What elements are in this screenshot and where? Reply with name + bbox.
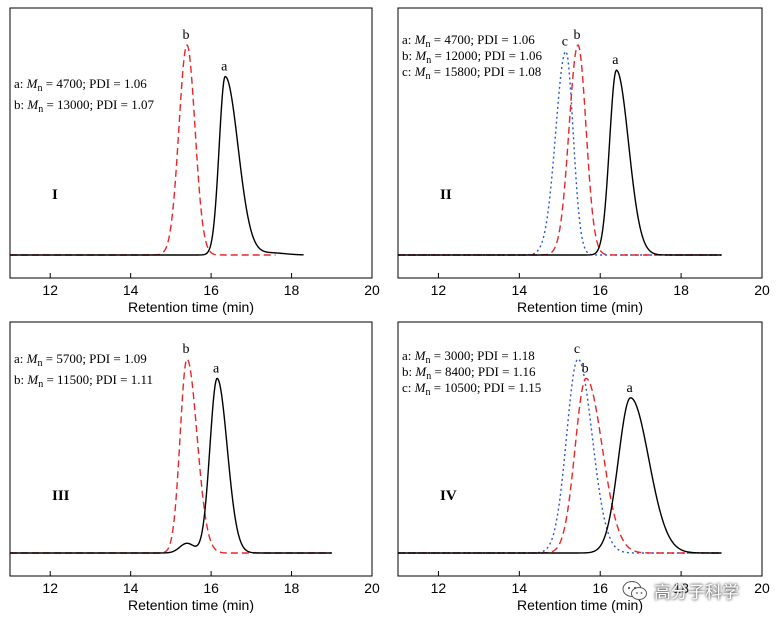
wechat-icon — [622, 580, 647, 600]
x-tick-label: 18 — [284, 282, 300, 298]
legend-entry-b: b: Mn = 11500; PDI = 1.11 — [14, 372, 153, 390]
panel-II: 12 14 16 18 20 Retention time (min) II c b a a: Mn… — [397, 7, 770, 315]
legend-entry-b: b: Mn = 8400; PDI = 1.16 — [402, 364, 536, 382]
legend-entry-a: a: Mn = 4700; PDI = 1.06 — [14, 76, 147, 94]
x-axis-label: Retention time (min) — [517, 299, 643, 315]
series-a-label: a — [626, 381, 633, 396]
x-tick-label: 12 — [42, 580, 58, 596]
x-tick-label: 16 — [592, 282, 608, 298]
legend-entry-b: b: Mn = 12000; PDI = 1.06 — [402, 48, 542, 66]
series-b-line — [398, 377, 722, 554]
legend-entry-c: c: Mn = 15800; PDI = 1.08 — [402, 64, 541, 82]
series-c-label: c — [574, 342, 580, 357]
x-tick-label: 12 — [431, 282, 447, 298]
panel-IV: 12 14 16 18 20 Retention time (min) IV cb a a: Mn… — [397, 321, 770, 613]
series-a-line — [398, 397, 722, 554]
x-axis-label: Retention time (min) — [517, 597, 643, 613]
x-tick-label: 14 — [123, 580, 139, 596]
x-tick-label: 14 — [512, 580, 528, 596]
panel-label: II — [440, 187, 452, 203]
watermark: 高分子科学 — [622, 578, 739, 603]
series-c-label: c — [562, 34, 568, 49]
series-a-label: a — [213, 361, 220, 376]
x-tick-label: 16 — [203, 282, 219, 298]
x-tick-label: 16 — [203, 580, 219, 596]
series-c-line — [398, 50, 722, 256]
x-axis-label: Retention time (min) — [128, 299, 254, 315]
series-b-label: b — [582, 361, 589, 376]
x-tick-label: 14 — [512, 282, 528, 298]
legend-entry-a: a: Mn = 4700; PDI = 1.06 — [402, 32, 535, 50]
panel-label: IV — [440, 488, 457, 504]
series-b-label: b — [182, 28, 189, 43]
plot-frame — [397, 321, 763, 577]
x-tick-label: 12 — [431, 580, 447, 596]
legend-entry-c: c: Mn = 10500; PDI = 1.15 — [402, 380, 541, 398]
series-a-label: a — [221, 60, 228, 75]
series-b-label: b — [573, 28, 580, 43]
x-tick-label: 20 — [364, 580, 380, 596]
series-a-label: a — [612, 53, 619, 68]
panel-label: III — [52, 488, 70, 504]
x-tick-label: 20 — [754, 282, 770, 298]
series-b-label: b — [182, 342, 189, 357]
plot-frame — [9, 7, 373, 279]
x-axis-label: Retention time (min) — [128, 597, 254, 613]
series-b-line — [10, 357, 332, 554]
panel-I: 12 14 16 18 20 Retention time (min) Ib a a: Mn =… — [9, 7, 380, 315]
x-tick-label: 16 — [592, 580, 608, 596]
series-a-line — [10, 377, 332, 554]
legend-entry-b: b: Mn = 13000; PDI = 1.07 — [14, 97, 154, 115]
x-tick-label: 20 — [754, 580, 770, 596]
x-tick-label: 18 — [284, 580, 300, 596]
plot-frame — [397, 7, 763, 279]
x-tick-label: 18 — [673, 580, 689, 596]
series-a-line — [10, 75, 304, 256]
watermark-text: 高分子科学 — [654, 583, 739, 603]
plot-frame — [9, 321, 373, 577]
x-tick-label: 12 — [42, 282, 58, 298]
legend-entry-a: a: Mn = 3000; PDI = 1.18 — [402, 348, 535, 366]
series-a-line — [398, 69, 722, 256]
x-tick-label: 20 — [364, 282, 380, 298]
legend-entry-a: a: Mn = 5700; PDI = 1.09 — [14, 351, 147, 369]
x-tick-label: 14 — [123, 282, 139, 298]
x-tick-label: 18 — [673, 282, 689, 298]
panel-label: I — [52, 187, 58, 203]
panel-III: 12 14 16 18 20 Retention time (min) III b a a: Mn… — [9, 321, 380, 613]
